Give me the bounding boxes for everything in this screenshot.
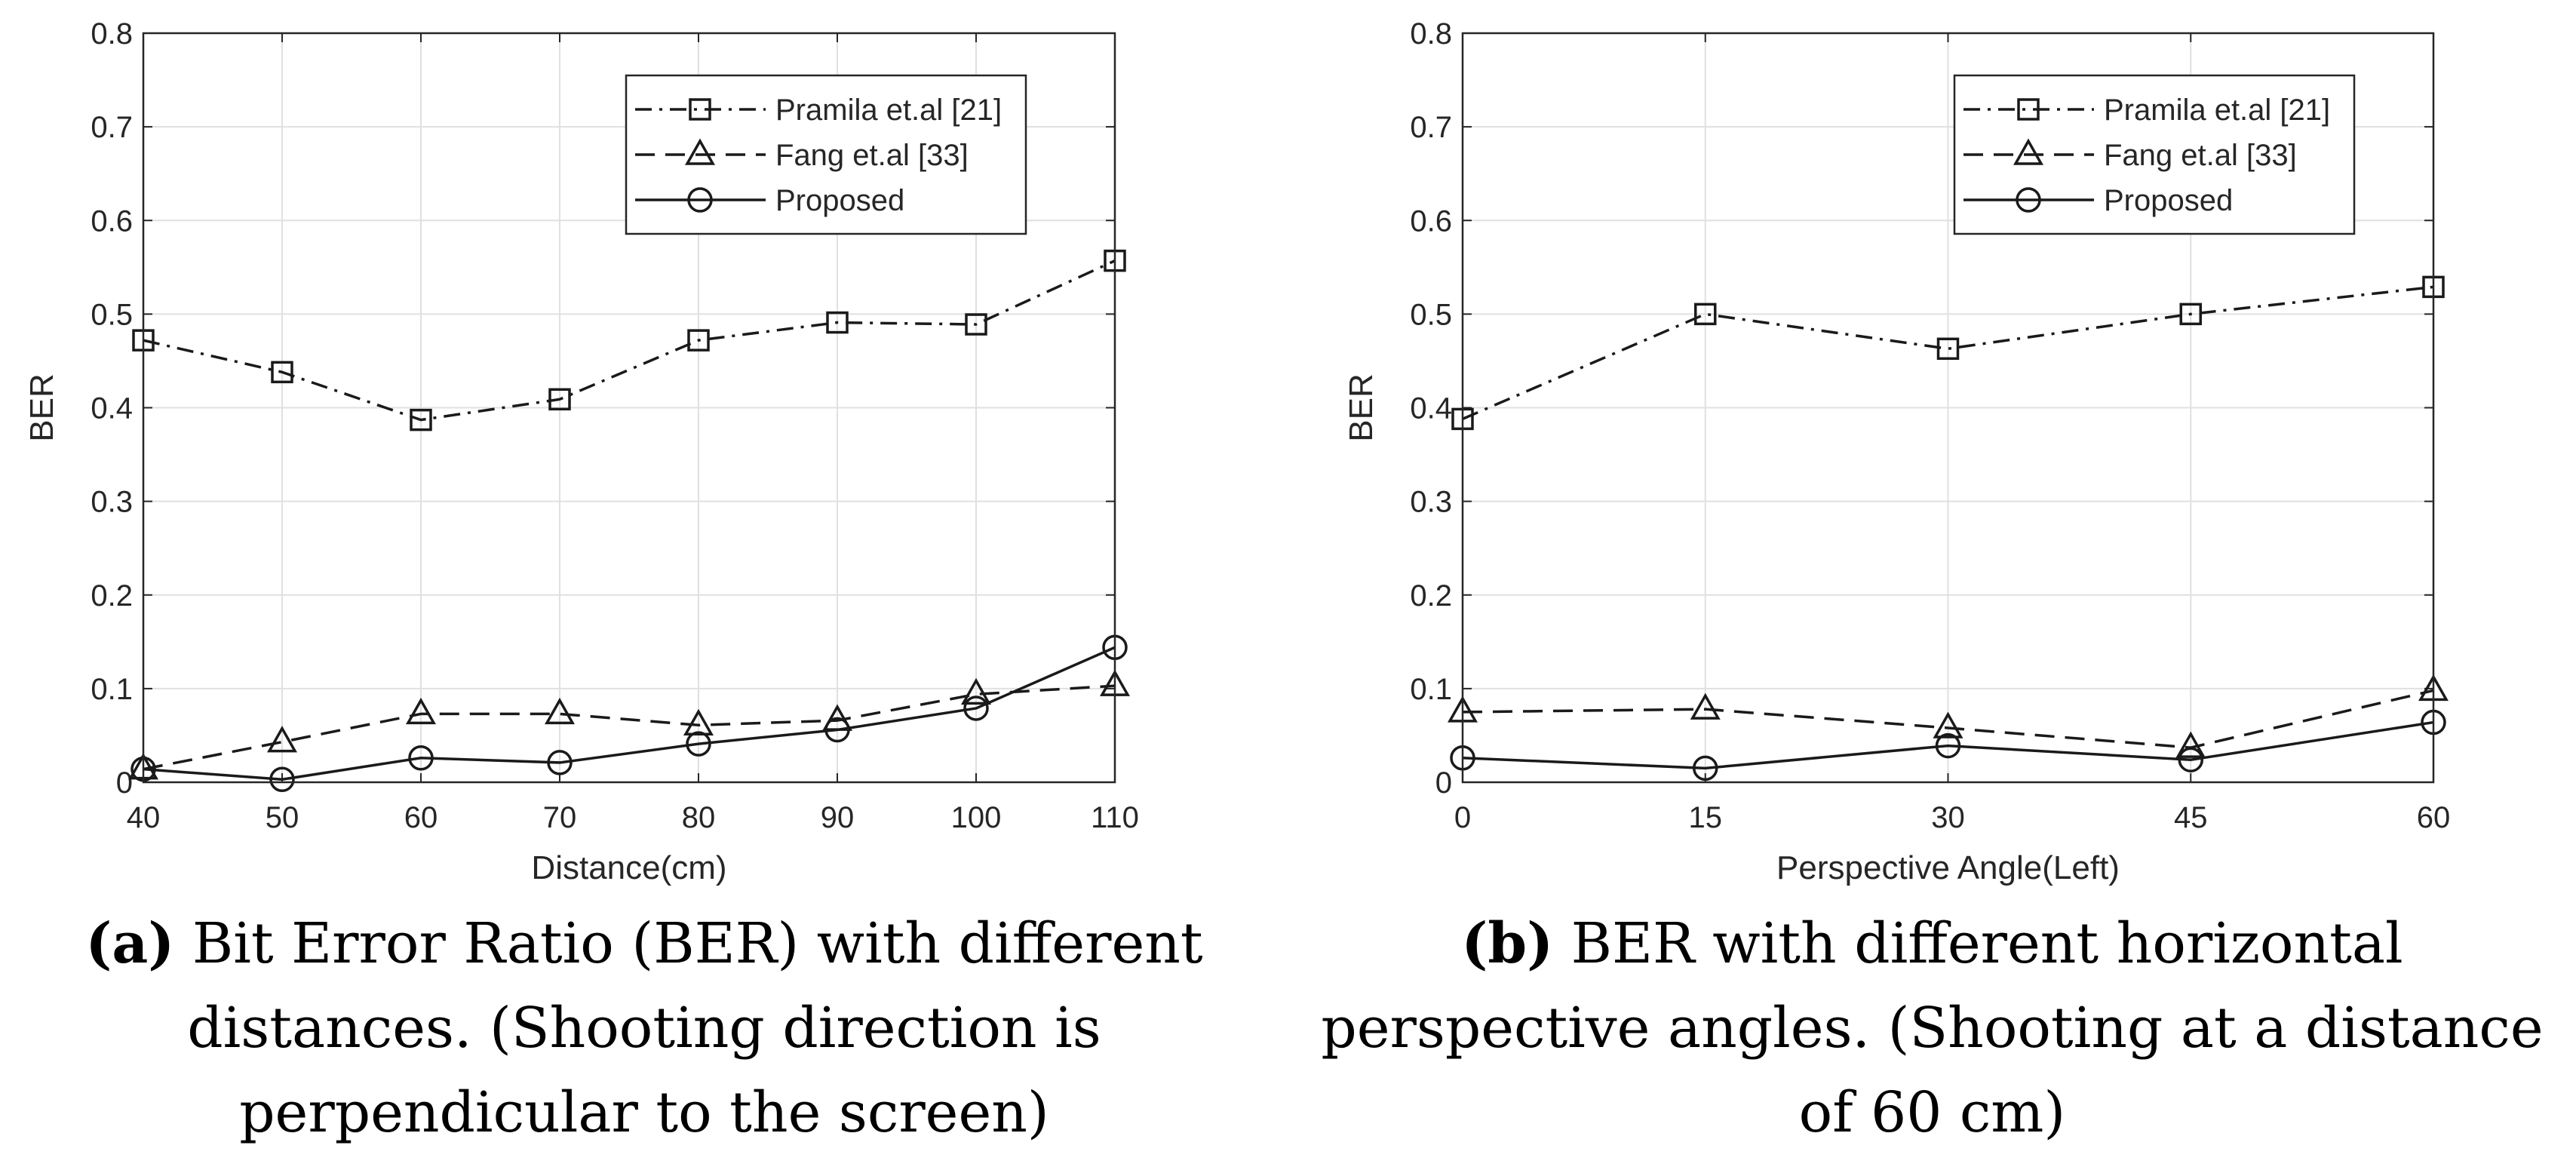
chartb-series-3-point xyxy=(1693,755,1718,781)
charta-series-1-point xyxy=(410,408,432,431)
chartb-legend-label-2: Fang et.al [33] xyxy=(2104,139,2297,172)
chartb-ytick-label: 0 xyxy=(1435,766,1452,800)
chartb-xtick-label: 0 xyxy=(1454,801,1471,834)
caption-a-text: Bit Error Ratio (BER) with different dis… xyxy=(187,911,1203,1145)
chartb-xtick-label: 60 xyxy=(2417,801,2451,834)
chartb-ylabel: BER xyxy=(1343,373,1380,441)
chartb-series-1-line xyxy=(1462,285,2434,421)
chartb-ytick-label: 0.8 xyxy=(1410,17,1452,51)
chartb-series-2-line xyxy=(1462,689,2434,749)
charta-series-2-point xyxy=(960,677,992,705)
charta-series-1-point xyxy=(548,388,571,411)
charta-axes-frame xyxy=(142,32,1116,784)
charta-xtick-label: 40 xyxy=(127,801,161,834)
caption-a-label: (a) xyxy=(85,911,175,976)
chartb-series-2-point xyxy=(2175,731,2206,758)
charta-legend-label-2: Fang et.al [33] xyxy=(775,139,969,172)
charta-ytick-label: 0.3 xyxy=(91,486,133,519)
charta-xtick-label: 60 xyxy=(404,801,438,834)
charta-ytick-label: 0.7 xyxy=(91,111,133,144)
chartb-series-1-point xyxy=(2179,302,2202,326)
chartb-legend-marker-1 xyxy=(2017,98,2040,121)
charta-series-3-point xyxy=(547,750,573,775)
chartb-series-3-line xyxy=(1462,720,2434,770)
charta-series-2-point xyxy=(405,697,437,725)
charta-xtick-label: 110 xyxy=(1091,801,1139,834)
charta-legend: Pramila et.al [21] Fang et.al [33] Propose… xyxy=(625,74,1027,235)
chartb-xlabel: Perspective Angle(Left) xyxy=(1776,849,2120,886)
chartb-xtick-label: 30 xyxy=(1931,801,1965,834)
chart-b: 0 15 30 45 60 0 0.1 0.2 0.3 0.4 0.5 0.6 0.7 0.8 Perspe… xyxy=(1343,17,2451,886)
charta-ytick-label: 0.4 xyxy=(91,392,133,425)
charta-ytick-label: 0.5 xyxy=(91,298,133,331)
caption-b: (b) BER with different horizontal perspe… xyxy=(1288,901,2576,1155)
charta-ylabel: BER xyxy=(23,373,60,441)
chartb-ytick-label: 0.3 xyxy=(1410,486,1452,519)
charta-ytick-label: 0.6 xyxy=(91,204,133,238)
charta-series-3-point xyxy=(269,766,295,793)
caption-b-label: (b) xyxy=(1461,911,1554,976)
charta-xtick-label: 90 xyxy=(821,801,855,834)
charta-xtick-label: 100 xyxy=(951,801,1002,834)
charta-series-1-line xyxy=(143,259,1116,422)
charta-xlabel: Distance(cm) xyxy=(531,849,726,886)
charta-series-2 xyxy=(127,669,1131,780)
chartb-ytick-label: 0.2 xyxy=(1410,579,1452,613)
charta-series-2-point xyxy=(544,697,576,725)
charta-ytick-label: 0 xyxy=(116,766,133,800)
chartb-series-1-point xyxy=(1694,302,1717,326)
charta-series-1-point xyxy=(687,329,710,352)
chartb-series-2-point xyxy=(1690,692,1721,720)
charta-legend-label-3: Proposed xyxy=(775,184,904,217)
charta-series-3-point xyxy=(686,731,711,757)
charta-legend-marker-3 xyxy=(687,187,713,213)
charta-ytick-label: 0.1 xyxy=(91,673,133,706)
charta-legend-marker-1 xyxy=(689,98,711,121)
chartb-series-3-point xyxy=(1935,732,1961,759)
chartb-legend-marker-2 xyxy=(2013,138,2044,165)
chartb-ytick-label: 0.5 xyxy=(1410,298,1452,331)
caption-a: (a) Bit Error Ratio (BER) with different… xyxy=(0,901,1288,1155)
charta-ytick-label: 0.8 xyxy=(91,17,133,51)
charta-series-1-point xyxy=(826,311,849,334)
chartb-legend-marker-3 xyxy=(2016,187,2041,213)
charta-series-1-point xyxy=(271,361,293,384)
charta-series-3-point xyxy=(408,745,434,771)
chartb-series-3-point xyxy=(2178,747,2203,772)
chartb-xtick-label: 15 xyxy=(1689,801,1723,834)
chartb-legend-label-1: Pramila et.al [21] xyxy=(2104,94,2330,127)
charta-legend-label-1: Pramila et.al [21] xyxy=(775,94,1002,127)
chartb-ytick-label: 0.4 xyxy=(1410,392,1452,425)
charta-ytick-label: 0.2 xyxy=(91,579,133,613)
charta-legend-marker-2 xyxy=(684,138,716,165)
chartb-ytick-label: 0.6 xyxy=(1410,204,1452,238)
chartb-xtick-label: 45 xyxy=(2174,801,2208,834)
charta-series-3-point xyxy=(824,717,850,743)
charta-xtick-label: 80 xyxy=(682,801,716,834)
charta-series-1-point xyxy=(965,313,987,336)
chart-panel-b: 0 15 30 45 60 0 0.1 0.2 0.3 0.4 0.5 0.6 0.7 0.8 Perspe… xyxy=(1288,0,2576,1173)
chartb-series-2-point xyxy=(1933,711,1963,738)
chartb-ytick-label: 0.1 xyxy=(1410,673,1452,706)
charta-series-2-point xyxy=(683,708,714,736)
chartb-ytick-label: 0.7 xyxy=(1410,111,1452,144)
chart-panel-a: 40 50 60 70 80 90 100 110 0 0.1 0.2 0.3 0.4 0.5 0.6 0.7… xyxy=(0,17,1288,1155)
charta-xtick-label: 50 xyxy=(266,801,299,834)
charta-series-2-point xyxy=(266,726,298,753)
chartb-axes-frame xyxy=(1461,32,2435,784)
chart-a: 40 50 60 70 80 90 100 110 0 0.1 0.2 0.3 0.4 0.5 0.6 0.7… xyxy=(23,17,1139,886)
chartb-legend: Pramila et.al [21] Fang et.al [33] Propose… xyxy=(1953,74,2356,235)
charta-xtick-label: 70 xyxy=(543,801,577,834)
chartb-series-1-point xyxy=(1936,337,1960,361)
charta-series-3 xyxy=(130,634,1128,793)
charta-series-2-line xyxy=(143,684,1116,771)
charta-series-3-point xyxy=(963,696,989,721)
charta-series-3-line xyxy=(143,646,1116,781)
chartb-legend-label-3: Proposed xyxy=(2104,184,2233,217)
caption-b-text: BER with different horizontal perspectiv… xyxy=(1321,911,2544,1145)
